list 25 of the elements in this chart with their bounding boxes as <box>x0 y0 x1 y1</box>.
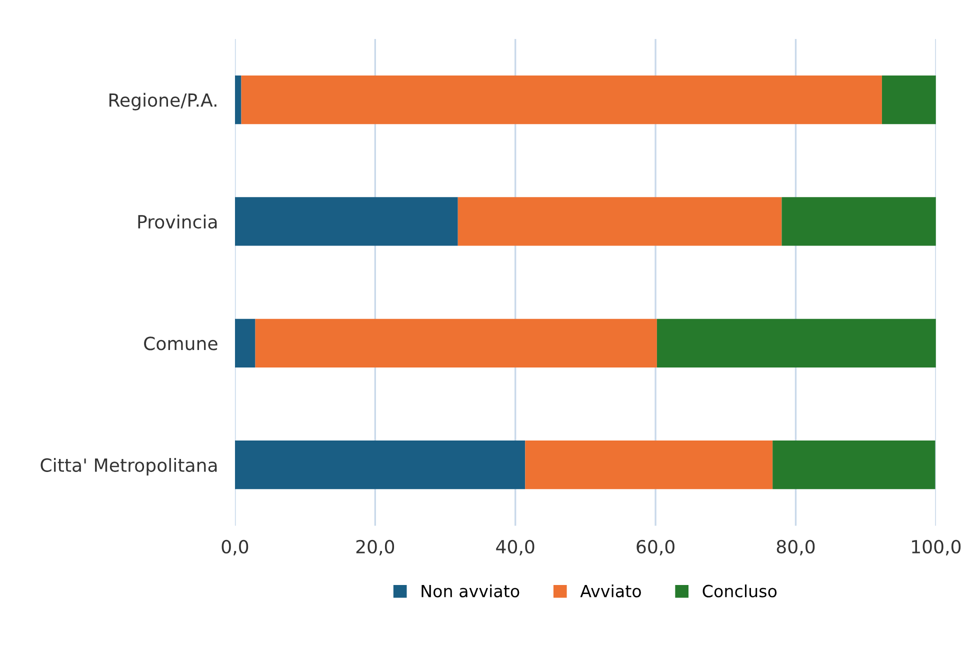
x-tick-label: 20,0 <box>356 540 394 556</box>
bar <box>782 197 936 246</box>
bar <box>234 75 242 124</box>
x-tick-label: 80,0 <box>776 540 815 556</box>
bar <box>255 318 657 368</box>
y-tick-label: Provincia <box>138 214 217 229</box>
y-tick-label: Citta' Metropolitana <box>40 458 217 476</box>
bar <box>772 440 936 490</box>
bar <box>234 197 458 246</box>
x-tick-label: 100,0 <box>912 540 961 556</box>
y-tick-label: Comune <box>144 336 218 350</box>
bar <box>241 75 882 124</box>
bar <box>882 75 936 124</box>
x-tick-label: 40,0 <box>496 540 534 556</box>
y-tick-label: Regione/P.A. <box>109 92 216 110</box>
bar <box>234 318 256 368</box>
x-tick-label: 60,0 <box>636 540 674 556</box>
legend-label: Non avviato <box>422 584 520 598</box>
bar <box>458 197 782 246</box>
bar <box>656 318 936 368</box>
legend-label: Concluso <box>702 584 777 598</box>
legend-label: Avviato <box>580 584 641 598</box>
bar <box>234 440 526 490</box>
x-tick-label: 0,0 <box>222 540 248 556</box>
bar <box>525 440 773 490</box>
